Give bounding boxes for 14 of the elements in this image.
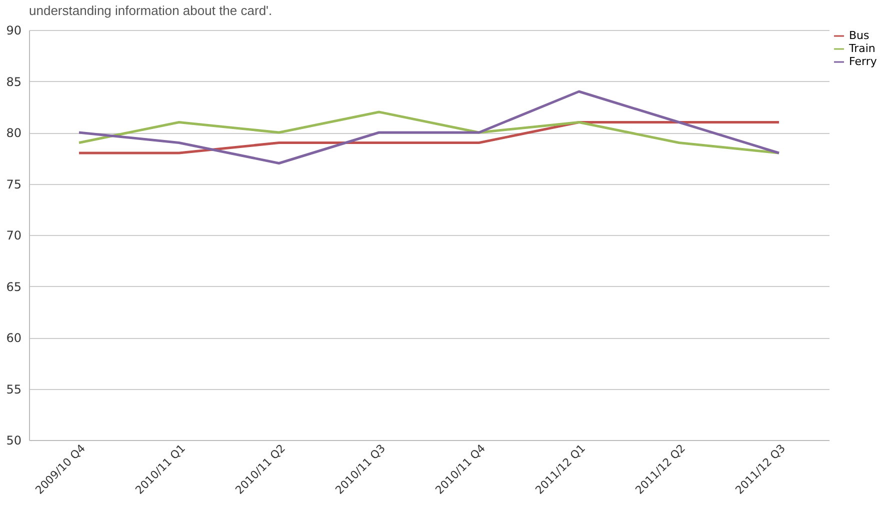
legend-label: Ferry	[849, 55, 878, 68]
y-tick-label: 90	[6, 24, 22, 38]
y-tick-label: 50	[6, 434, 22, 448]
legend-label: Bus	[849, 29, 870, 42]
y-tick-label: 55	[6, 382, 22, 396]
y-tick-label: 65	[6, 280, 22, 294]
y-tick-label: 60	[6, 331, 22, 345]
text: understanding information about the card'.	[29, 3, 272, 18]
y-tick-label: 75	[6, 177, 22, 192]
line-series	[78, 90, 780, 164]
legend-label: Train	[848, 42, 876, 55]
y-tick-label: 85	[6, 74, 22, 89]
y-tick-label: 80	[6, 126, 22, 140]
y-tick-label: 70	[6, 228, 22, 242]
